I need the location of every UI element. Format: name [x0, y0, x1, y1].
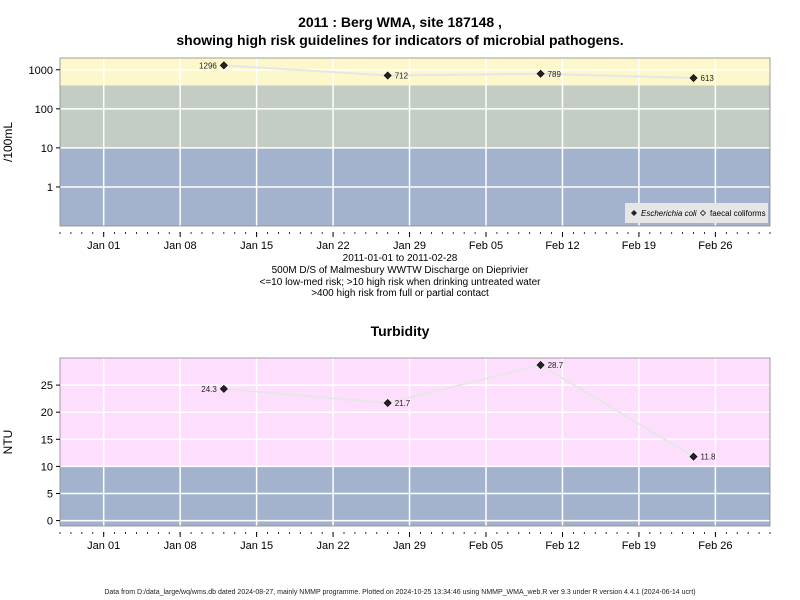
y-axis-label: /100mL: [1, 122, 15, 162]
data-label: 11.8: [701, 453, 717, 462]
x-tick-label: Jan 15: [240, 540, 273, 552]
y-tick-label: 0: [47, 516, 53, 528]
x-tick-label: Jan 29: [393, 240, 426, 252]
x-tick-label: Jan 08: [164, 240, 197, 252]
y-tick-label: 5: [47, 488, 53, 500]
data-point: [689, 452, 698, 461]
data-point: [536, 361, 545, 370]
x-tick-label: Feb 26: [698, 540, 732, 552]
series-line: [223, 64, 694, 80]
risk-band-1: [60, 85, 770, 148]
x-tick-label: Jan 15: [240, 240, 273, 252]
risk-band-2: [60, 58, 770, 86]
y-tick-label: 15: [41, 434, 53, 446]
y-tick-label: 25: [41, 380, 53, 392]
x-tick-label: Jan 22: [317, 240, 350, 252]
y-axis-label: NTU: [1, 430, 15, 455]
data-label: 24.3: [201, 385, 217, 394]
x-tick-label: Feb 19: [622, 540, 656, 552]
chart-title-line2: showing high risk guidelines for indicat…: [176, 32, 624, 48]
data-point: [383, 398, 392, 408]
x-tick-label: Feb 26: [698, 240, 732, 252]
x-tick-label: Jan 29: [393, 540, 426, 552]
data-label: 712: [395, 72, 409, 81]
caption-line-3: <=10 low-med risk; >10 high risk when dr…: [259, 277, 541, 288]
data-point: [219, 384, 228, 393]
footer-note: Data from D:/data_large/wq/wms.db dated …: [104, 589, 696, 596]
data-point: [383, 71, 392, 80]
data-point: [536, 69, 545, 78]
x-tick-label: Jan 01: [87, 540, 120, 552]
caption-line-4: >400 high risk from full or partial cont…: [311, 288, 489, 299]
caption-line-2: 500M D/S of Malmesbury WWTW Discharge on…: [271, 265, 529, 276]
data-point: [219, 61, 228, 70]
y-tick-label: 1: [47, 182, 53, 194]
y-tick-label: 20: [41, 407, 53, 419]
chart-title-line1: 2011 : Berg WMA, site 187148 ,: [298, 14, 502, 30]
turbidity-chart: 0 5 10 15 20 25 Jan 01 Jan 08 Jan 15 Jan 22 Jan 29…: [1, 357, 771, 552]
x-tick-label: Feb 12: [545, 240, 579, 252]
series-line: [223, 363, 695, 458]
data-label: 21.7: [395, 399, 411, 408]
y-tick-label: 10: [41, 461, 53, 473]
caption-line-1: 2011-01-01 to 2011-02-28: [342, 253, 458, 264]
x-tick-label: Jan 08: [164, 540, 197, 552]
x-tick-label: Feb 05: [469, 540, 503, 552]
plot-frame: [59, 57, 771, 227]
legend-label: Escherichia coli: [641, 209, 697, 218]
legend-label: faecal coliforms: [710, 209, 766, 218]
data-label: 1296: [199, 61, 217, 70]
plot-frame: [59, 357, 771, 527]
legend-box: [625, 203, 768, 223]
y-tick-label: 100: [35, 104, 53, 116]
microbial-chart: 1 10 100 1000 Jan 01 Jan 08 Jan 15 Jan 22 Jan 29…: [1, 57, 771, 252]
x-tick-label: Feb 19: [622, 240, 656, 252]
legend-marker-filled: [631, 210, 637, 216]
turbidity-title: Turbidity: [370, 323, 430, 339]
y-tick-label: 1000: [29, 65, 53, 77]
data-point: [689, 74, 698, 83]
x-tick-label: Jan 01: [87, 240, 120, 252]
risk-band-0: [60, 466, 770, 526]
data-label: 613: [701, 74, 715, 83]
legend-marker-open: [699, 209, 707, 217]
x-tick-label: Jan 22: [317, 540, 350, 552]
x-tick-label: Feb 12: [545, 540, 579, 552]
data-label: 28.7: [548, 361, 564, 370]
data-label: 789: [548, 70, 562, 79]
x-tick-label: Feb 05: [469, 240, 503, 252]
y-tick-label: 10: [41, 143, 53, 155]
